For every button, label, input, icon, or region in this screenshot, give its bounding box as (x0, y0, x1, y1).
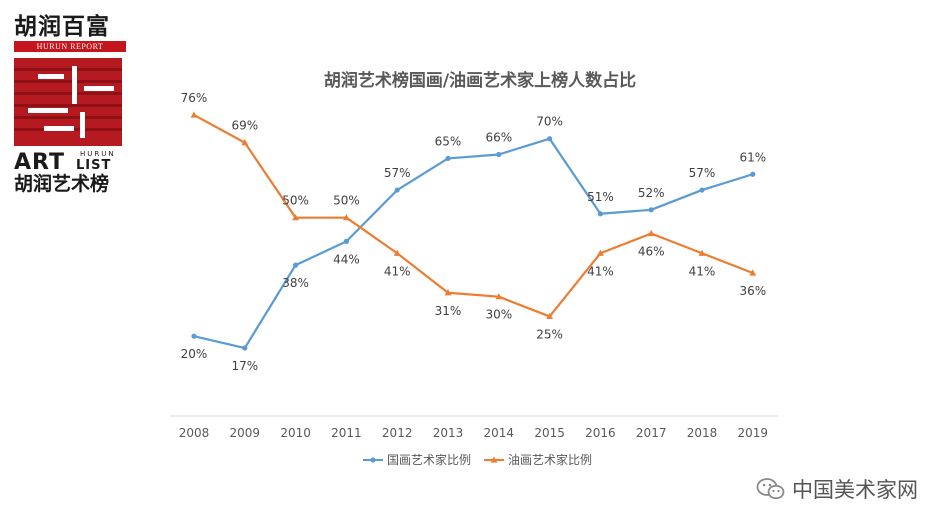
logo-brand-en: HURUN REPORT (14, 41, 126, 52)
x-tick-label: 2008 (179, 426, 210, 440)
logo-artlist: ART HURUN LIST (14, 150, 126, 175)
data-point-marker (191, 333, 197, 339)
data-point-marker (293, 262, 299, 268)
data-point-marker (496, 151, 502, 158)
data-point-marker (647, 229, 655, 237)
data-label: 41% (689, 264, 716, 278)
data-label: 30% (485, 308, 512, 322)
data-label: 31% (435, 304, 462, 318)
data-label: 61% (739, 150, 766, 164)
data-point-marker (547, 136, 553, 142)
data-point-marker (495, 293, 503, 300)
legend-marker (370, 457, 376, 463)
data-label: 70% (536, 115, 563, 129)
data-label: 69% (231, 119, 258, 133)
x-tick-label: 2015 (534, 426, 565, 440)
chart-title: 胡润艺术榜国画/油画艺术家上榜人数占比 (323, 71, 637, 91)
logo-art-graphic (14, 58, 122, 146)
data-point-marker (597, 211, 604, 217)
data-label: 20% (181, 347, 208, 361)
x-tick-label: 2010 (280, 426, 311, 440)
data-label: 76% (181, 91, 208, 105)
hurun-art-list-logo: 胡润百富 HURUN REPORT ART HURUN LIST 胡润艺术榜 (14, 14, 126, 204)
wechat-icon (756, 478, 785, 500)
data-label: 65% (435, 134, 462, 148)
data-label: 50% (333, 194, 360, 208)
data-point-marker (648, 207, 654, 213)
legend-label: 油画艺术家比例 (508, 452, 592, 467)
data-label: 41% (384, 264, 411, 278)
data-point-marker (190, 111, 198, 118)
data-point-marker (699, 187, 705, 193)
data-point-marker (343, 214, 350, 221)
data-label: 25% (536, 327, 563, 341)
watermark-text: 中国美术家网 (792, 478, 918, 502)
data-point-marker (444, 289, 452, 296)
x-tick-label: 2013 (433, 426, 464, 440)
data-point-marker (749, 269, 757, 276)
logo-hurun-text: HURUN (80, 150, 116, 158)
data-point-marker (445, 155, 451, 162)
data-point-marker (241, 139, 249, 146)
data-label: 50% (282, 194, 309, 208)
data-label: 52% (638, 186, 665, 200)
data-point-marker (343, 238, 349, 244)
x-tick-label: 2009 (230, 426, 261, 440)
data-label: 57% (689, 166, 716, 180)
legend-marker (490, 456, 498, 463)
data-point-marker (393, 249, 401, 256)
x-tick-label: 2014 (484, 426, 515, 440)
x-tick-label: 2019 (738, 426, 769, 440)
data-label: 57% (384, 166, 411, 180)
data-label: 51% (587, 190, 614, 204)
x-tick-label: 2018 (687, 426, 718, 440)
data-label: 17% (231, 359, 258, 373)
logo-art-text: ART (14, 150, 65, 175)
data-label: 66% (485, 131, 512, 145)
data-label: 36% (739, 284, 766, 298)
series-line (193, 114, 754, 318)
x-tick-label: 2012 (382, 426, 413, 440)
data-point-marker (242, 345, 248, 351)
data-label: 41% (587, 264, 614, 278)
legend-label: 国画艺术家比例 (387, 452, 471, 467)
series-line (193, 137, 754, 350)
data-label: 46% (638, 245, 665, 259)
watermark: 中国美术家网 (756, 476, 918, 502)
logo-list-name-cn: 胡润艺术榜 (14, 173, 110, 195)
logo-brand-cn: 胡润百富 (14, 13, 110, 40)
data-point-marker (597, 249, 604, 256)
data-label: 44% (333, 252, 360, 266)
data-point-marker (698, 249, 706, 256)
data-point-marker (750, 171, 756, 177)
x-tick-label: 2017 (636, 426, 667, 440)
data-label: 38% (282, 276, 309, 290)
data-point-marker (292, 214, 299, 221)
x-tick-label: 2016 (585, 426, 616, 440)
x-tick-label: 2011 (331, 426, 362, 440)
data-point-marker (546, 312, 553, 320)
logo-list-text: LIST (76, 158, 112, 173)
data-point-marker (394, 187, 400, 193)
